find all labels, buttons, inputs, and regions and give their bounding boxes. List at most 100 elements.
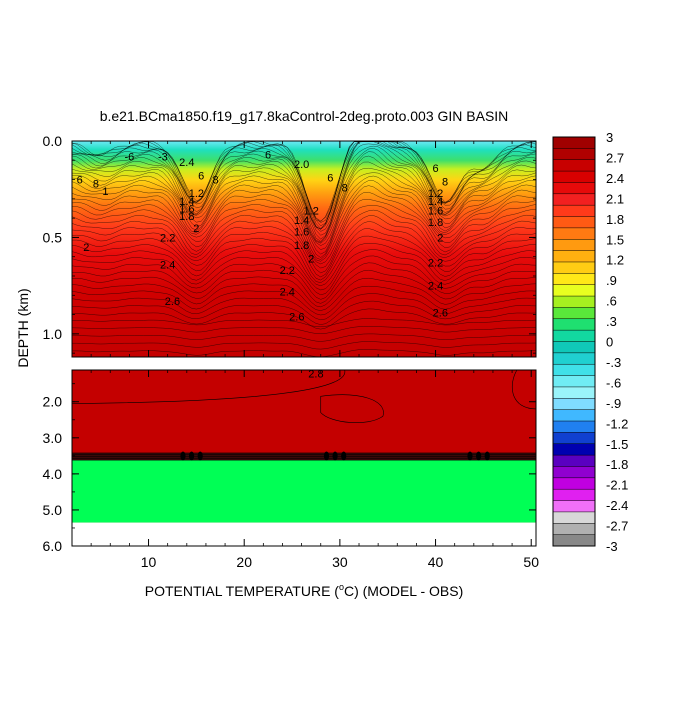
x-axis-label-prefix: POTENTIAL TEMPERATURE ( [145,583,340,599]
contour-label: 8 [212,175,218,187]
colorbar-label: 2.1 [606,191,624,206]
contour-label: 1.6 [179,204,194,216]
colorbar-swatch [553,341,595,354]
upper-contour-line [72,285,536,316]
colorbar-swatch [553,409,595,422]
upper-frame [71,140,537,358]
colorbar-swatch [553,307,595,320]
contour-label: 2.4 [428,281,443,293]
colorbar-label: 1.5 [606,232,624,247]
lower-empty-band [72,522,536,546]
y-tick-label: 2.0 [43,394,63,410]
colorbar-swatch [553,205,595,217]
upper-contour-line [72,215,536,278]
upper-contour-line [72,151,536,242]
colorbar-swatch [553,171,595,183]
x-tick-label: 50 [523,554,539,570]
upper-contour-line [72,269,536,308]
colorbar-label: -1.8 [606,457,628,472]
upper-contour-line [72,199,536,265]
upper-contour-line [72,318,536,328]
colorbar-swatch [553,182,595,195]
colorbar-label: .9 [606,273,617,288]
colorbar-swatch [553,193,595,206]
upper-contour-line [72,209,536,274]
colorbar-label: -.3 [606,355,621,370]
lower-contour-line [511,369,537,410]
colorbar-label: -.9 [606,396,621,411]
contour-label: 1.6 [294,227,309,239]
contour-label: 2 [308,254,314,266]
x-tick-label: 10 [141,554,157,570]
upper-contour-line [72,255,536,300]
colorbar-label: -1.2 [606,416,628,431]
contour-label: 1.2 [428,188,443,200]
upper-contour-line [72,333,536,342]
x-tick-label: 30 [332,554,348,570]
colorbar-swatch [553,364,595,376]
colorbar-label: -3 [606,539,618,554]
colorbar-label: 2.7 [606,150,624,165]
contour-label: 2.4 [179,157,194,169]
upper-contour-line [72,155,536,243]
colorbar-label: .6 [606,294,617,309]
colorbar-swatch [553,455,595,467]
contour-label: 6 [265,150,271,162]
contour-cluster-mark [475,451,482,461]
upper-contour-line [72,185,536,260]
upper-contour-line [72,147,536,240]
colorbar: 3 2.7 2.4 2.1 1.8 1.5 1.2 .9 .6 .3 0 -.3 -.6 -.9 -1.2 -… [552,130,628,554]
contour-cluster-mark [341,451,347,461]
upper-contour-line [72,326,536,334]
colorbar-swatch [553,466,595,479]
colorbar-swatch [553,477,595,490]
colorbar-swatch [553,284,595,297]
y-tick-label: 0.5 [43,229,63,245]
contour-label: 2 [437,232,443,244]
colorbar-swatch [553,239,595,252]
upper-contours [72,141,536,357]
contour-cluster-mark [180,451,186,461]
y-tick-label: 5.0 [43,502,63,518]
contour-label: 2 [83,242,89,254]
upper-contour-line [72,167,536,246]
lower-green-band [72,460,536,523]
contour-label: 1.2 [189,188,204,200]
upper-contour-line [72,191,536,262]
colorbar-swatch [553,352,595,365]
colorbar-label: -1.5 [606,437,628,452]
x-axis-label-degree: o [339,582,344,592]
colorbar-swatch [553,398,595,411]
colorbar-label: .3 [606,314,617,329]
lower-contour-line [71,369,346,404]
contour-label: 2 [193,223,199,235]
x-axis-label: POTENTIAL TEMPERATURE (oC) (MODEL - OBS) [145,582,464,599]
contour-label: 6 [198,171,204,183]
colorbar-swatch [553,489,595,501]
lower-frame [71,369,537,547]
contour-label: 1.8 [179,211,194,223]
contour-cluster-mark [332,451,338,461]
colorbar-swatch [553,148,595,161]
upper-contour-line [72,141,536,230]
y-tick-label: 4.0 [43,466,63,482]
lower-contour-labels: 2.8 [308,369,323,381]
upper-contour-line [72,141,536,230]
contour-label: 2.4 [280,286,295,298]
y-tick-label: 0.0 [43,133,63,149]
colorbar-swatch [553,250,595,263]
colorbar-label: 2.4 [606,171,624,186]
upper-contour-line [72,243,536,291]
colorbar-swatch [553,273,595,286]
colorbar-swatch [553,432,595,445]
contour-cluster-mark [467,451,473,461]
colorbar-label: 1.2 [606,253,624,268]
upper-contour-line [72,293,536,321]
contour-label: -3 [158,151,168,163]
x-tick-label: 40 [428,554,444,570]
lower-contours [71,369,537,461]
contour-label: 6 [327,173,333,185]
